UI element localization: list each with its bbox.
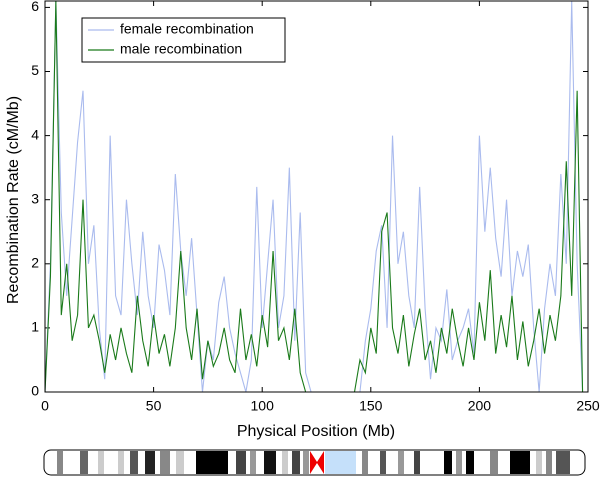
y-tick-label: 4 bbox=[31, 126, 39, 142]
x-tick-label: 150 bbox=[359, 398, 383, 414]
x-tick-label: 0 bbox=[41, 398, 49, 414]
x-tick-label: 250 bbox=[576, 398, 600, 414]
series-line bbox=[45, 1, 584, 392]
series-line bbox=[45, 1, 584, 392]
legend-label: female recombination bbox=[120, 21, 254, 37]
x-tick-label: 200 bbox=[468, 398, 492, 414]
x-axis-label: Physical Position (Mb) bbox=[237, 423, 395, 440]
y-tick-label: 3 bbox=[31, 190, 39, 206]
y-tick-label: 2 bbox=[31, 255, 39, 271]
legend: female recombination male recombination bbox=[81, 17, 286, 63]
y-tick-label: 6 bbox=[31, 0, 39, 14]
legend-label: male recombination bbox=[120, 41, 242, 57]
plot-lines bbox=[45, 1, 584, 392]
legend-box bbox=[81, 17, 286, 63]
y-tick-label: 1 bbox=[31, 319, 39, 335]
y-axis-label: Recombination Rate (cM/Mb) bbox=[5, 96, 22, 304]
x-tick-label: 100 bbox=[251, 398, 275, 414]
y-tick-label: 5 bbox=[31, 62, 39, 78]
plot-frame bbox=[44, 0, 589, 393]
y-tick-label: 0 bbox=[31, 383, 39, 399]
ideogram bbox=[43, 449, 586, 476]
x-tick-label: 50 bbox=[146, 398, 162, 414]
